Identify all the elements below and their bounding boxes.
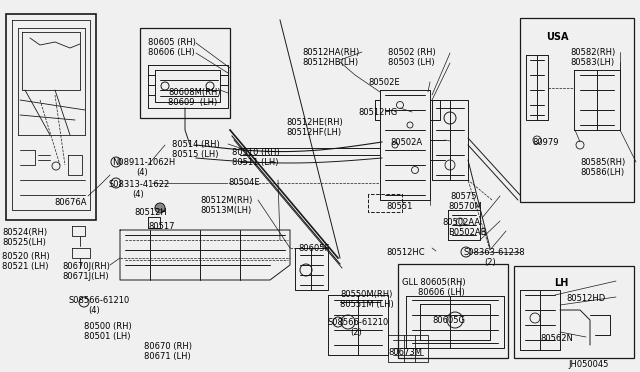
Text: 80551M (LH): 80551M (LH)	[340, 300, 394, 309]
Text: 80551: 80551	[386, 202, 412, 211]
Text: S08566-61210: S08566-61210	[68, 296, 129, 305]
Text: 80671 (LH): 80671 (LH)	[144, 352, 191, 361]
Text: 80582(RH): 80582(RH)	[570, 48, 615, 57]
Text: 80504E: 80504E	[228, 178, 260, 187]
Text: 80585(RH): 80585(RH)	[580, 158, 625, 167]
Bar	[140, 28, 230, 118]
Text: GLL 80605(RH): GLL 80605(RH)	[402, 278, 466, 287]
Text: 80502AA: 80502AA	[442, 218, 480, 227]
Text: 80501 (LH): 80501 (LH)	[84, 332, 131, 341]
Text: (4): (4)	[136, 168, 148, 177]
Text: (2): (2)	[484, 258, 496, 267]
Text: 80502E: 80502E	[368, 78, 399, 87]
Text: 80586(LH): 80586(LH)	[580, 168, 624, 177]
Text: 80605 (RH): 80605 (RH)	[148, 38, 196, 47]
Text: (4): (4)	[88, 306, 100, 315]
Text: 80570M: 80570M	[448, 202, 482, 211]
Bar	[398, 264, 508, 358]
Text: 80605F: 80605F	[298, 244, 330, 253]
Text: 80511 (LH): 80511 (LH)	[232, 158, 278, 167]
Text: 80512HD: 80512HD	[566, 294, 605, 303]
Text: 80515 (LH): 80515 (LH)	[172, 150, 218, 159]
Text: 80517: 80517	[148, 222, 175, 231]
Text: 80609  (LH): 80609 (LH)	[168, 98, 217, 107]
Text: LH: LH	[554, 278, 568, 288]
Text: 80670J(RH): 80670J(RH)	[62, 262, 110, 271]
Text: 80583(LH): 80583(LH)	[570, 58, 614, 67]
Text: 80671J(LH): 80671J(LH)	[62, 272, 109, 281]
Text: 80575: 80575	[450, 192, 477, 201]
Text: 80502 (RH): 80502 (RH)	[388, 48, 436, 57]
Text: 80514 (RH): 80514 (RH)	[172, 140, 220, 149]
Text: 80513M(LH): 80513M(LH)	[200, 206, 252, 215]
Bar	[6, 14, 96, 220]
Text: 80550M(RH): 80550M(RH)	[340, 290, 392, 299]
Text: (2): (2)	[350, 328, 362, 337]
Text: 80606 (LH): 80606 (LH)	[418, 288, 465, 297]
Text: 80512HG: 80512HG	[358, 108, 397, 117]
Text: 80670 (RH): 80670 (RH)	[144, 342, 192, 351]
Circle shape	[155, 203, 165, 213]
Text: USA: USA	[546, 32, 568, 42]
Bar	[514, 266, 634, 358]
Text: 80562N: 80562N	[540, 334, 573, 343]
Text: 80503 (LH): 80503 (LH)	[388, 58, 435, 67]
Text: S08313-41622: S08313-41622	[108, 180, 169, 189]
Text: 80525(LH): 80525(LH)	[2, 238, 46, 247]
Text: S08363-61238: S08363-61238	[464, 248, 525, 257]
Text: 80524(RH): 80524(RH)	[2, 228, 47, 237]
Text: 80979: 80979	[532, 138, 559, 147]
Text: 80521 (LH): 80521 (LH)	[2, 262, 49, 271]
Text: 80608M(RH): 80608M(RH)	[168, 88, 221, 97]
Text: 80512H: 80512H	[134, 208, 167, 217]
Text: 80606 (LH): 80606 (LH)	[148, 48, 195, 57]
Text: 80510 (RH): 80510 (RH)	[232, 148, 280, 157]
Bar	[520, 18, 634, 202]
Text: 80520 (RH): 80520 (RH)	[2, 252, 50, 261]
Text: 80676A: 80676A	[54, 198, 86, 207]
Text: 80500 (RH): 80500 (RH)	[84, 322, 132, 331]
Text: 80512M(RH): 80512M(RH)	[200, 196, 252, 205]
Text: (4): (4)	[132, 190, 144, 199]
Text: 80512HB(LH): 80512HB(LH)	[302, 58, 358, 67]
Text: 80502A: 80502A	[390, 138, 422, 147]
Text: JH050045: JH050045	[568, 360, 609, 369]
Text: S08566-61210: S08566-61210	[328, 318, 389, 327]
Text: 80512HF(LH): 80512HF(LH)	[286, 128, 341, 137]
Text: 80605G: 80605G	[432, 316, 465, 325]
Text: 80512HC: 80512HC	[386, 248, 424, 257]
Text: N08911-1062H: N08911-1062H	[112, 158, 175, 167]
Text: 80673M: 80673M	[388, 348, 422, 357]
Text: 80512HA(RH): 80512HA(RH)	[302, 48, 359, 57]
Text: B0502AB: B0502AB	[448, 228, 486, 237]
Text: 80512HE(RH): 80512HE(RH)	[286, 118, 343, 127]
